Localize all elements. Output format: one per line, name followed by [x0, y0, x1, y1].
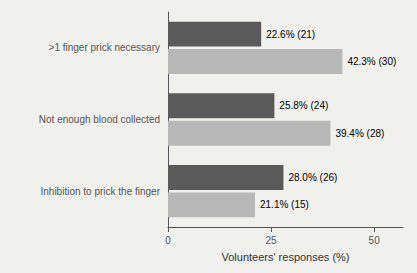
svg-text:50: 50 — [369, 235, 381, 246]
svg-text:25.8% (24): 25.8% (24) — [279, 100, 328, 111]
svg-text:0: 0 — [165, 235, 171, 246]
svg-text:39.4% (28): 39.4% (28) — [335, 128, 384, 139]
svg-text:25: 25 — [266, 235, 278, 246]
svg-text:21.1% (15): 21.1% (15) — [260, 199, 309, 210]
svg-text:>1 finger prick necessary: >1 finger prick necessary — [49, 42, 160, 53]
svg-text:Inhibition to prick the finger: Inhibition to prick the finger — [40, 186, 160, 197]
svg-text:28.0% (26): 28.0% (26) — [288, 172, 337, 183]
svg-text:42.3% (30): 42.3% (30) — [347, 56, 396, 67]
svg-text:22.6% (21): 22.6% (21) — [266, 29, 315, 40]
svg-text:Volunteers' responses (%): Volunteers' responses (%) — [221, 251, 349, 263]
svg-text:Not enough blood collected: Not enough blood collected — [39, 114, 160, 125]
